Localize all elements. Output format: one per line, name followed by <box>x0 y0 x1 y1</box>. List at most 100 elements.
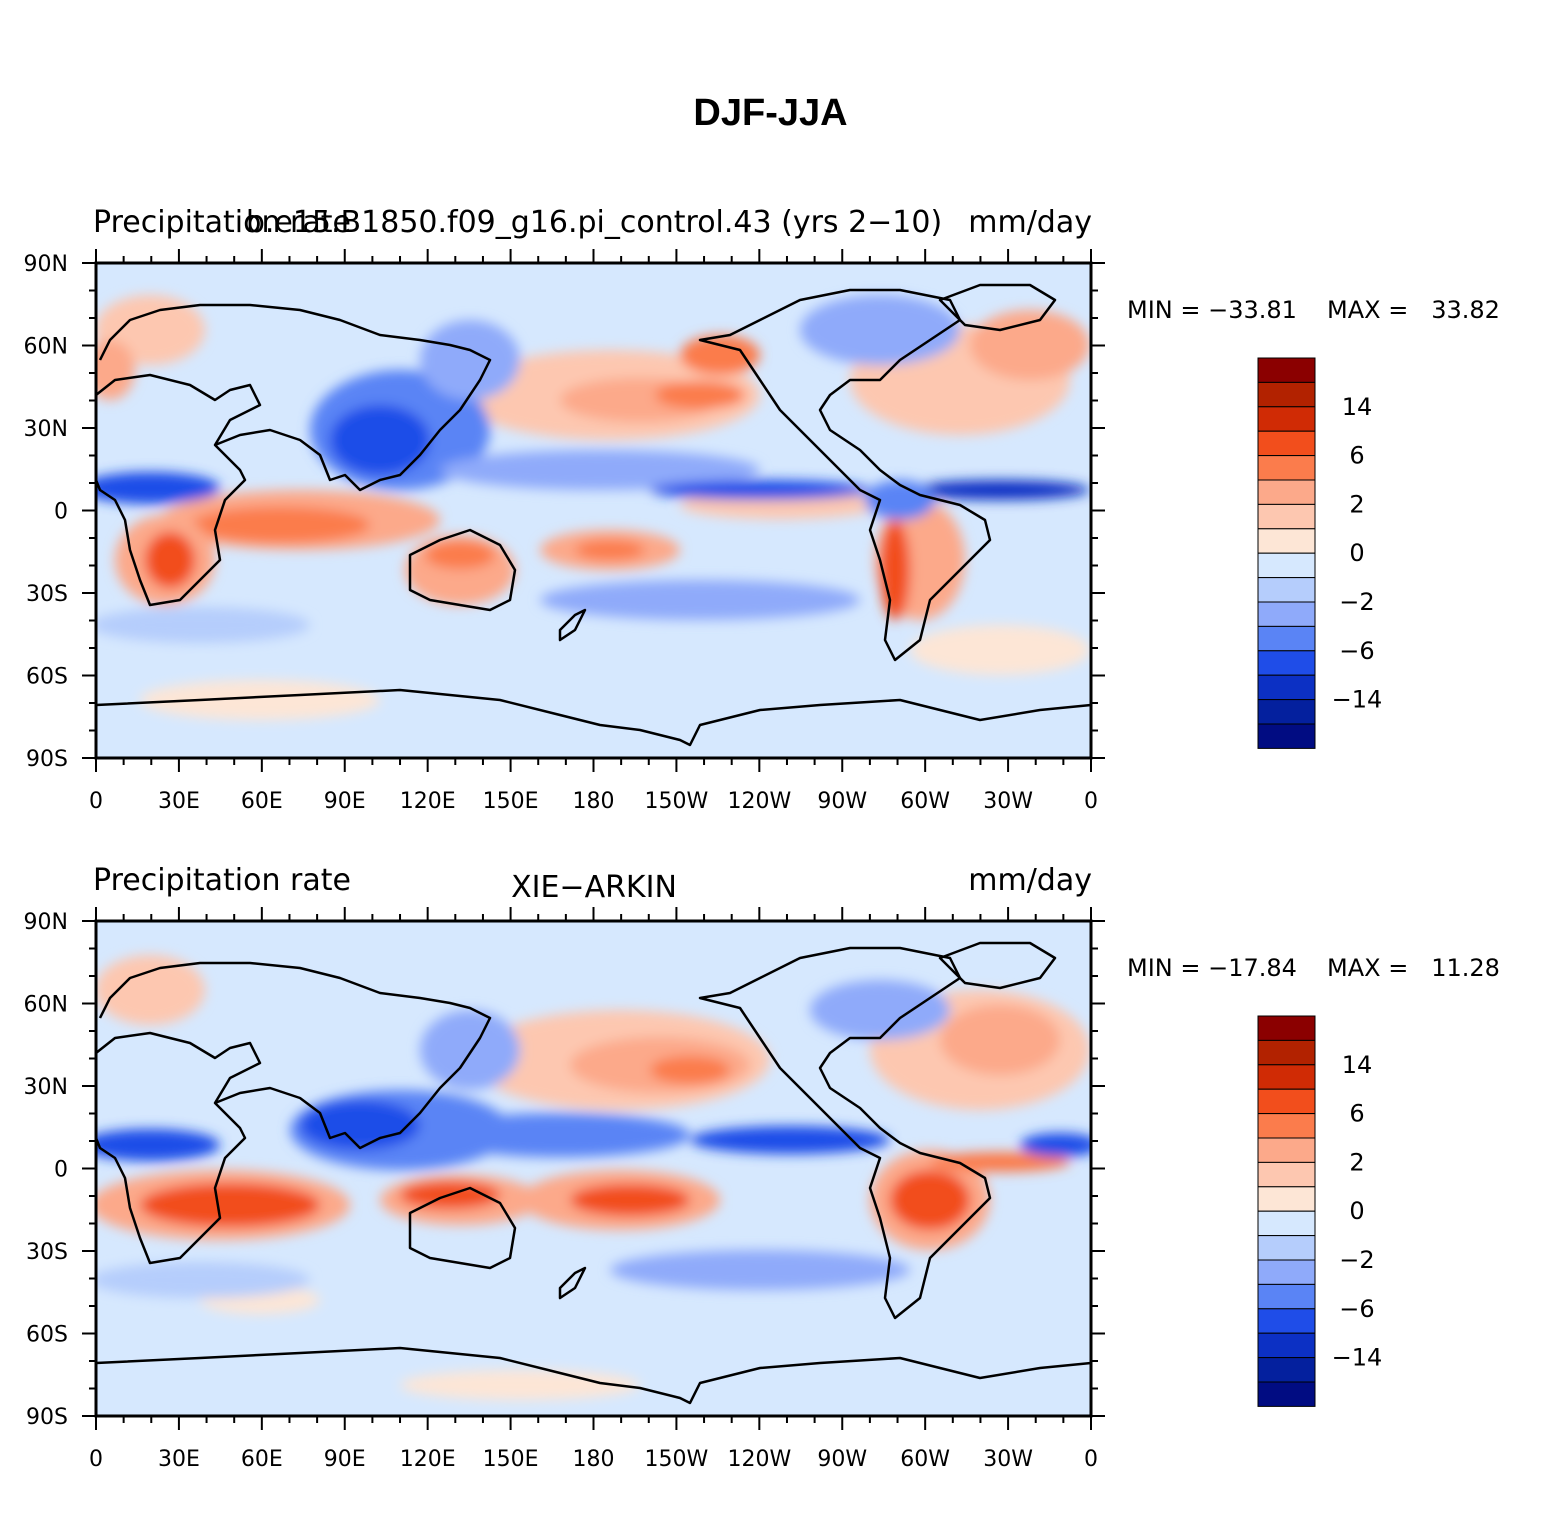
lon-tick-label: 0 <box>89 1447 103 1472</box>
panel-center-label: b.e15.B1850.f09_g16.pi_control.43 (yrs 2… <box>246 205 942 240</box>
lat-tick-label: 0 <box>54 500 68 525</box>
lon-tick-label: 90E <box>324 1447 366 1472</box>
lon-tick-label: 150W <box>645 789 709 814</box>
colorbar-box <box>1257 1381 1316 1407</box>
lat-tick-label: 30S <box>26 1240 68 1265</box>
map-panel-observations: Precipitation rate XIE−ARKIN mm/day <box>24 863 1500 1472</box>
lon-axis-labels: 0 30E 60E 90E 120E 150E 180 150W 120W 90W 60W 30W 0 <box>89 1447 1098 1472</box>
colorbar-box <box>1257 1064 1316 1090</box>
colorbar-tick-label: 0 <box>1349 1197 1364 1225</box>
panel-units-label: mm/day <box>968 863 1092 898</box>
lat-axis-labels: 90N 60N 30N 0 30S 60S 90S <box>24 910 68 1430</box>
precipitation-field <box>96 263 1091 758</box>
lon-tick-label: 0 <box>89 789 103 814</box>
colorbar-box <box>1257 1210 1316 1237</box>
lon-tick-label: 60W <box>900 789 950 814</box>
coastlines <box>96 941 1091 1405</box>
lon-tick-label: 30E <box>158 1447 200 1472</box>
colorbar-box <box>1257 625 1316 652</box>
colorbar-box <box>1257 1357 1316 1383</box>
lon-tick-label: 90E <box>324 789 366 814</box>
colorbar-tick-label: 2 <box>1349 1148 1364 1176</box>
colorbar-box <box>1257 674 1316 701</box>
colorbar-tick-label: −6 <box>1339 637 1374 665</box>
figure-title: DJF-JJA <box>693 92 848 134</box>
lon-tick-label: 180 <box>573 789 615 814</box>
colorbar-tick-label: 6 <box>1349 442 1364 470</box>
colorbar-tick-label: −14 <box>1332 686 1383 714</box>
map-panel-model: Precipitation rate b.e15.B1850.f09_g16.p… <box>24 205 1500 814</box>
lat-tick-label: 90N <box>24 252 68 277</box>
colorbar-box <box>1257 723 1316 749</box>
lat-tick-label: 90S <box>26 747 68 772</box>
colorbar-tick-label: 6 <box>1349 1100 1364 1128</box>
lat-tick-label: 30S <box>26 582 68 607</box>
max-label: MAX = 33.82 <box>1327 296 1500 324</box>
coastlines <box>96 283 1091 747</box>
lat-tick-label: 0 <box>54 1158 68 1183</box>
colorbar-box <box>1257 1308 1316 1334</box>
colorbar-tick-label: 14 <box>1342 1051 1373 1079</box>
colorbar-box <box>1257 357 1316 383</box>
lon-tick-label: 120W <box>727 789 791 814</box>
colorbar-box <box>1257 430 1316 457</box>
lon-tick-label: 0 <box>1084 1447 1098 1472</box>
lat-tick-label: 90N <box>24 910 68 935</box>
panel-center-label: XIE−ARKIN <box>511 870 677 905</box>
colorbar-box <box>1257 1332 1316 1359</box>
lon-tick-label: 60W <box>900 1447 950 1472</box>
lon-tick-label: 60E <box>241 789 283 814</box>
lon-tick-label: 60E <box>241 1447 283 1472</box>
colorbar-box <box>1257 1113 1316 1139</box>
colorbar-tick-label: 0 <box>1349 539 1364 567</box>
lon-tick-label: 0 <box>1084 789 1098 814</box>
precipitation-field <box>96 921 1091 1416</box>
colorbar-box <box>1257 577 1316 603</box>
lat-axis-labels: 90N 60N 30N 0 30S 60S 90S <box>24 252 68 772</box>
colorbar-box <box>1257 1137 1316 1163</box>
colorbar-box <box>1257 1186 1316 1212</box>
lon-tick-label: 90W <box>817 789 867 814</box>
lon-tick-label: 150E <box>483 789 539 814</box>
colorbar-box <box>1257 601 1316 627</box>
lon-tick-label: 30W <box>983 789 1033 814</box>
lat-tick-label: 90S <box>26 1405 68 1430</box>
lat-tick-label: 30N <box>24 1075 68 1100</box>
min-label: MIN = −33.81 <box>1127 296 1297 324</box>
colorbar-tick-label: −2 <box>1339 588 1374 616</box>
colorbar-box <box>1257 528 1316 554</box>
colorbar-tick-label: 14 <box>1342 393 1373 421</box>
colorbar-box <box>1257 479 1316 505</box>
colorbar-box <box>1257 552 1316 579</box>
colorbar-box <box>1257 406 1316 432</box>
colorbar-tick-label: 2 <box>1349 490 1364 518</box>
lat-tick-label: 60N <box>24 335 68 360</box>
panel-left-label: Precipitation rate <box>93 863 351 898</box>
colorbar-tick-label: −6 <box>1339 1295 1374 1323</box>
panel-units-label: mm/day <box>968 205 1092 240</box>
lat-tick-label: 60S <box>26 665 68 690</box>
colorbar-box <box>1257 650 1316 676</box>
lon-tick-label: 120E <box>400 789 456 814</box>
lat-tick-label: 60N <box>24 993 68 1018</box>
lon-tick-label: 30E <box>158 789 200 814</box>
max-label: MAX = 11.28 <box>1327 954 1500 982</box>
lon-tick-label: 150E <box>483 1447 539 1472</box>
colorbar-tick-label: −14 <box>1332 1344 1383 1372</box>
colorbar: 14 6 2 0 −2 −6 −14 <box>1257 1015 1383 1407</box>
lon-tick-label: 90W <box>817 1447 867 1472</box>
colorbar-box <box>1257 1283 1316 1310</box>
colorbar-box <box>1257 1259 1316 1285</box>
lat-tick-label: 60S <box>26 1323 68 1348</box>
panel-left-label: Precipitation rate <box>93 205 351 240</box>
lon-tick-label: 120W <box>727 1447 791 1472</box>
colorbar-box <box>1257 381 1316 408</box>
colorbar-tick-label: −2 <box>1339 1246 1374 1274</box>
lon-axis-labels: 0 30E 60E 90E 120E 150E 180 150W 120W 90W 60W 30W 0 <box>89 789 1098 814</box>
colorbar-box <box>1257 455 1316 481</box>
min-label: MIN = −17.84 <box>1127 954 1297 982</box>
colorbar-box <box>1257 699 1316 725</box>
colorbar-box <box>1257 1161 1316 1188</box>
colorbar-box <box>1257 503 1316 530</box>
colorbar-box <box>1257 1015 1316 1041</box>
